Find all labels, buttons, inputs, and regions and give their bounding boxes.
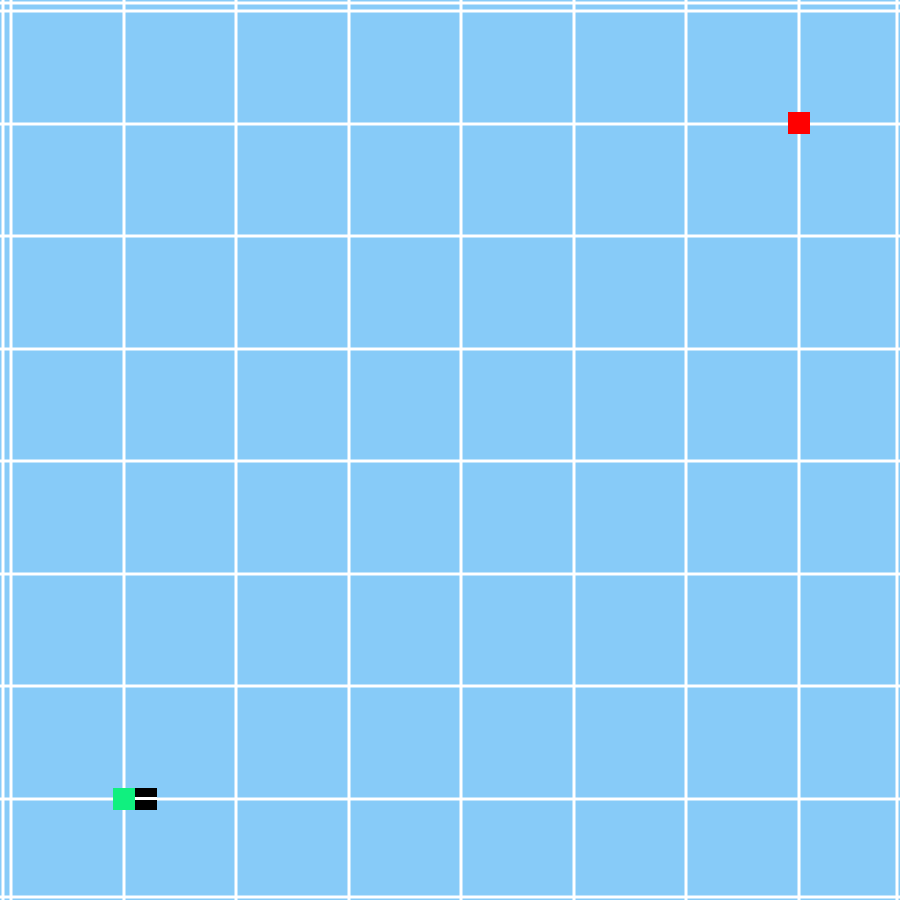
snake xyxy=(113,788,157,810)
food-apple xyxy=(788,112,810,134)
snake-head-stripe xyxy=(135,797,157,800)
snake-body-segment xyxy=(113,788,135,810)
snake-head xyxy=(135,788,157,810)
